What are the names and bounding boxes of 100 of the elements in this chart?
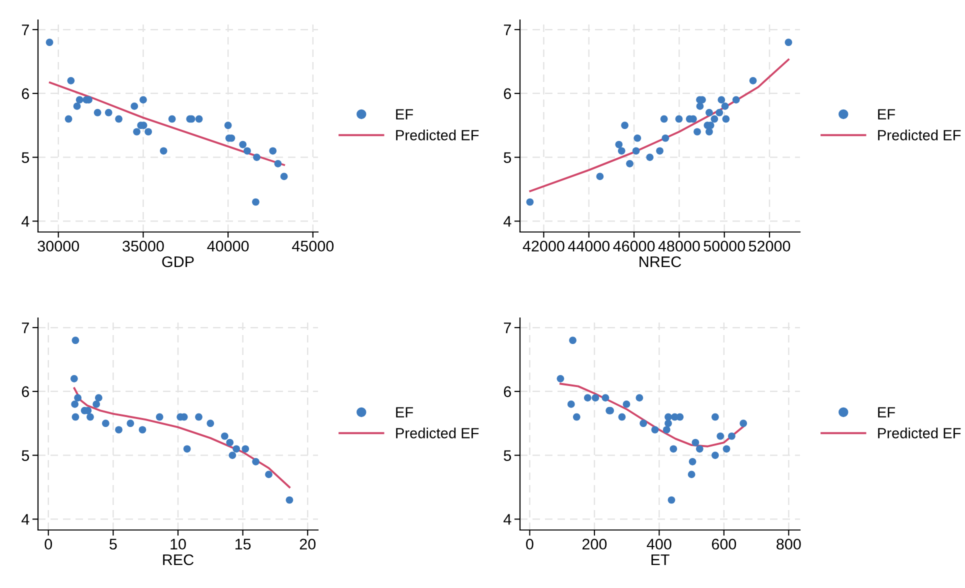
point [67,76,75,84]
point [556,374,564,382]
x-tick-label: 46000 [613,240,655,252]
legend-label: EF [396,407,413,418]
point [92,400,100,408]
point [156,413,164,421]
x-tick-label: 800 [776,538,801,550]
point [130,102,138,110]
x-tick-label: 15 [235,538,251,550]
point [253,154,260,161]
point [206,420,214,428]
point [269,147,277,155]
point [664,420,672,428]
legend-label: EF [878,407,895,418]
y-tick-label: 7 [22,24,29,36]
y-tick-label: 4 [22,216,30,227]
x-tick-label: 35000 [122,240,164,252]
point [634,134,642,142]
y-tick-label: 6 [22,386,29,398]
x-tick-label: 600 [712,538,736,550]
y-tick-label: 5 [504,152,512,163]
point [168,115,176,123]
legend-label: Predicted EF [878,130,961,140]
point [239,140,246,148]
point [94,394,102,402]
x-tick-label: 10 [170,538,186,550]
point [71,400,78,408]
point [526,198,534,206]
point [626,160,634,168]
point [670,445,678,453]
y-tick-label: 4 [504,216,512,227]
point [618,147,626,155]
point [70,374,78,382]
point [710,115,718,123]
point [74,394,82,402]
point [602,394,610,402]
legend-label: Predicted EF [396,428,479,438]
point [242,445,250,453]
point [749,76,757,84]
point [140,96,147,104]
point [712,413,719,421]
point [712,452,719,459]
x-axis-title: REC [163,554,194,566]
point [286,496,294,504]
legend-label: Predicted EF [396,130,479,140]
point [126,420,134,428]
point [252,458,260,466]
y-tick-label: 7 [22,322,29,334]
point [675,115,683,123]
y-tick-label: 4 [504,514,512,525]
point [636,394,644,402]
x-tick-label: 52000 [748,240,790,252]
point [728,432,736,440]
x-tick-label: 20 [300,538,316,550]
point [621,122,628,130]
point [76,96,84,104]
point [732,96,740,104]
point [569,336,576,344]
point [596,172,604,180]
point [784,38,792,46]
point [160,147,168,155]
x-tick-label: 5 [110,538,117,550]
point [72,413,80,421]
point [64,115,72,123]
x-tick-label: 44000 [568,240,610,252]
x-tick-label: 0 [44,538,52,550]
point [656,147,664,155]
x-tick-label: 30000 [38,240,80,252]
point [716,108,724,116]
point [668,496,676,504]
point [94,108,102,116]
point [220,432,228,440]
point [232,445,240,453]
point [72,336,80,344]
point [662,134,670,142]
point [265,470,272,478]
point [618,413,626,421]
y-tick-label: 7 [504,322,511,334]
point [622,400,630,408]
x-axis-title: NREC [640,256,682,268]
point [195,115,203,123]
point [102,420,110,428]
point [640,420,648,428]
x-axis-title: GDP [162,256,194,268]
point [244,147,251,155]
point [138,426,146,434]
point [115,115,122,123]
y-tick-label: 6 [504,88,511,100]
y-tick-label: 5 [22,450,30,461]
point [676,413,684,421]
point [104,108,112,116]
point [144,128,152,136]
point [646,154,654,161]
line-series [529,58,790,192]
point [740,420,748,428]
point [226,438,234,446]
point [706,108,713,116]
y-tick-label: 4 [22,514,30,525]
line-series [48,82,286,166]
point [133,128,140,136]
